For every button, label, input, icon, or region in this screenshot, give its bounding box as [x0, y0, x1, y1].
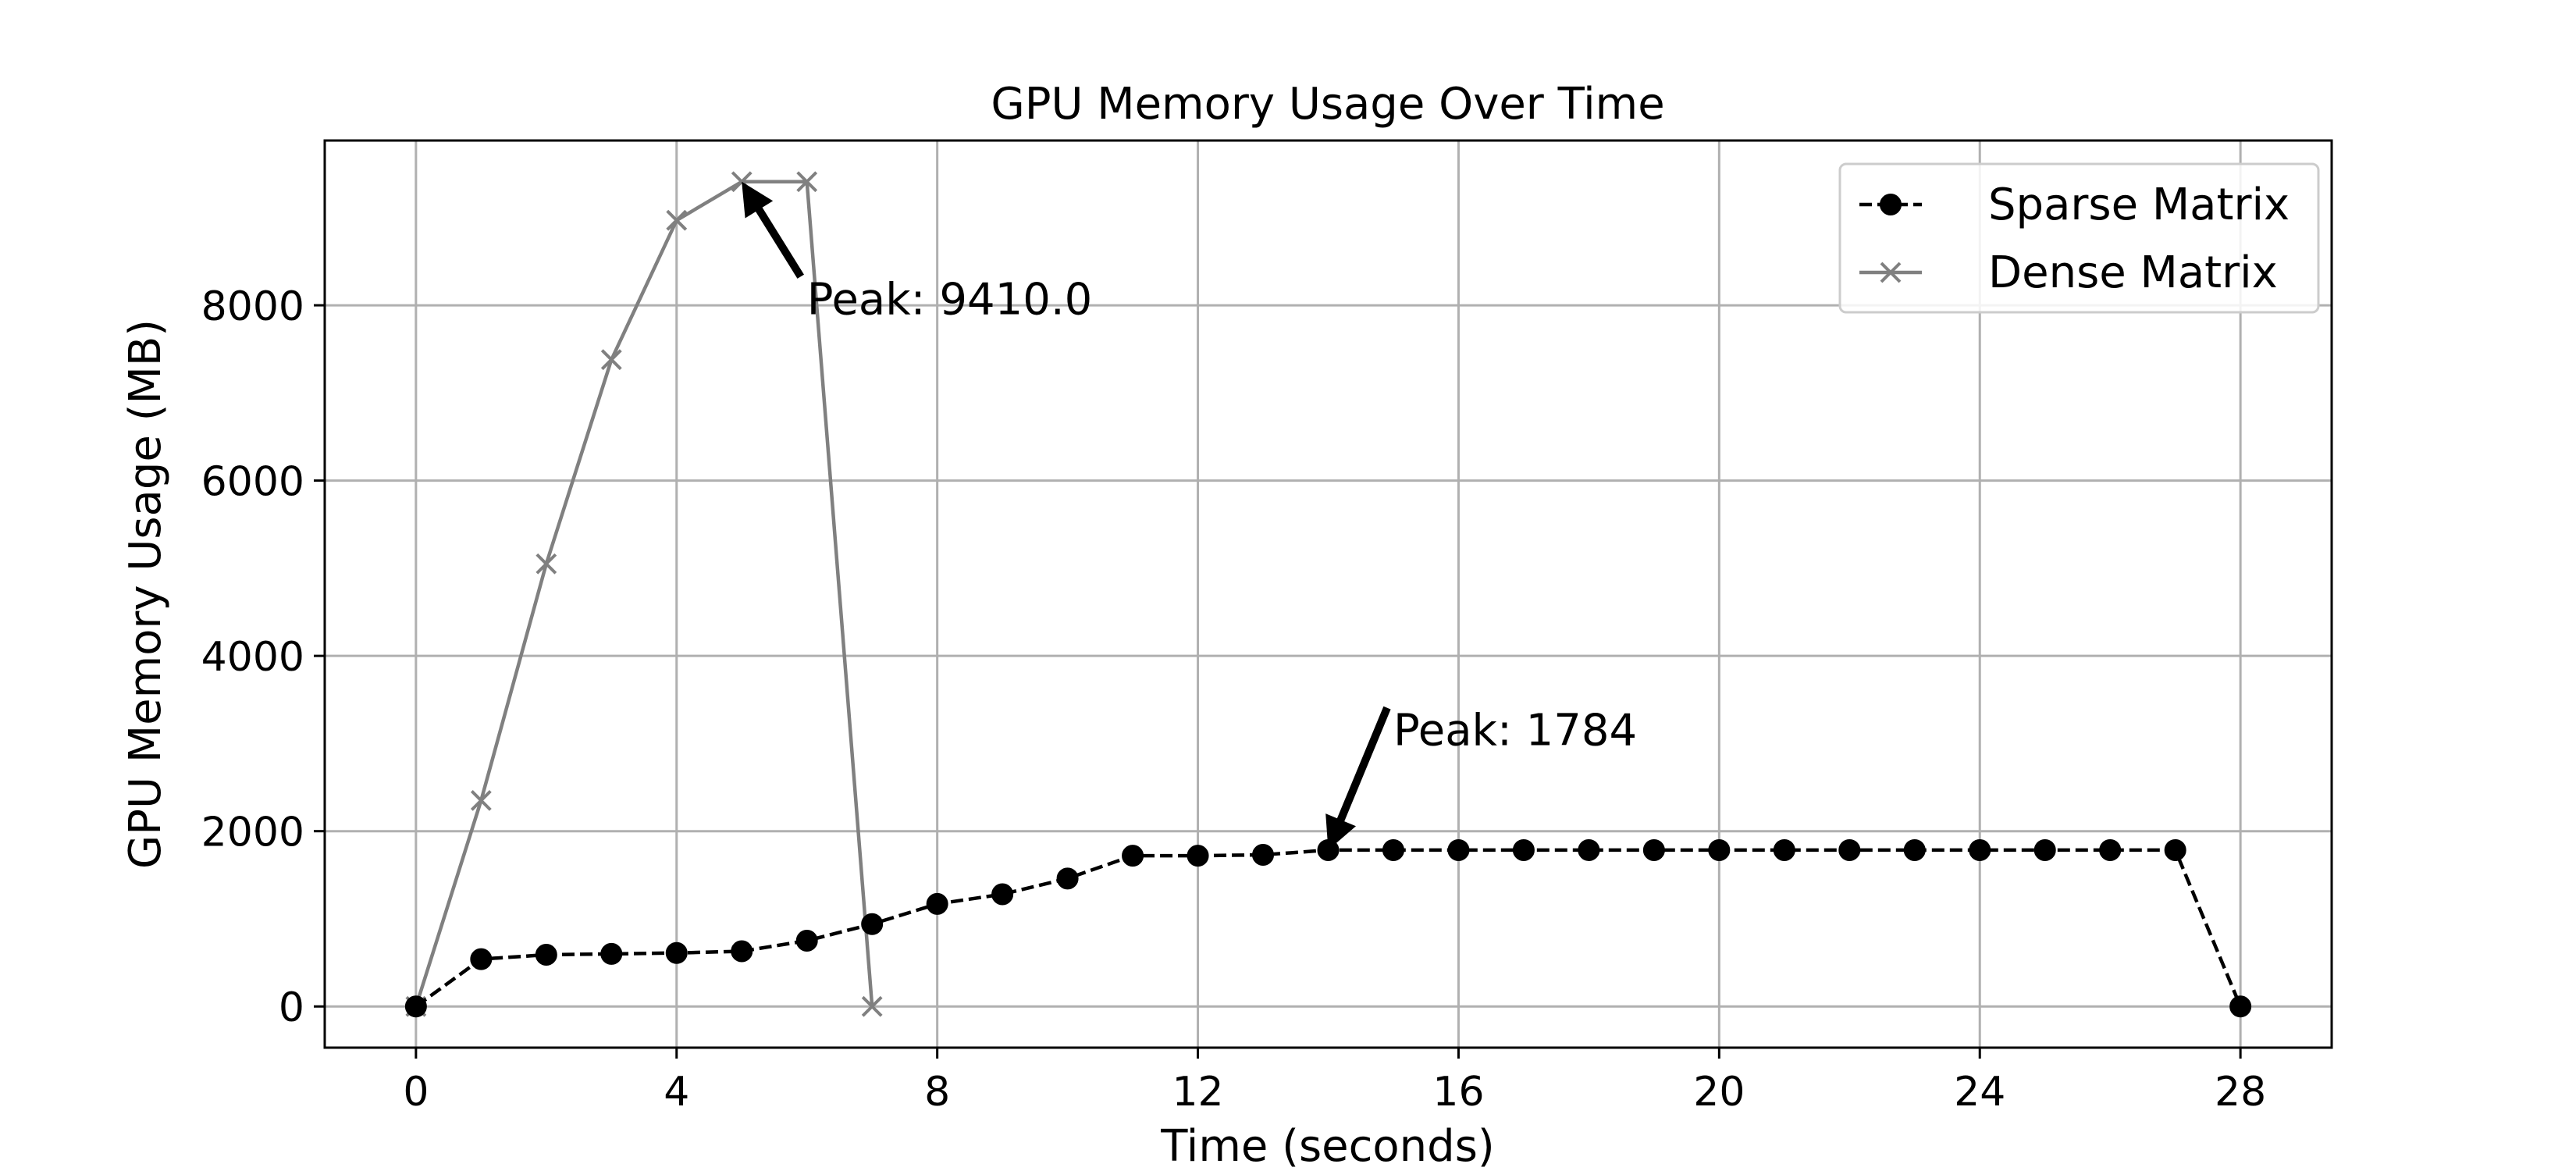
chart-title: GPU Memory Usage Over Time — [991, 79, 1664, 130]
data-point-sparse-matrix — [600, 942, 623, 965]
data-point-dense-matrix — [470, 789, 492, 811]
data-point-sparse-matrix — [1642, 838, 1665, 861]
annotations-layer: Peak: 9410.0 Peak: 1784 — [742, 181, 1637, 850]
data-point-sparse-matrix — [1773, 838, 1795, 861]
x-tick-label: 16 — [1432, 1069, 1484, 1116]
legend-box — [1838, 162, 2320, 314]
annotation-arrow — [1325, 706, 1391, 850]
y-tick-label: 6000 — [201, 459, 304, 506]
y-tick-label: 0 — [279, 984, 304, 1031]
data-point-sparse-matrix — [1252, 844, 1275, 867]
data-point-sparse-matrix — [1708, 838, 1731, 861]
data-point-sparse-matrix — [926, 892, 948, 915]
data-point-sparse-matrix — [731, 940, 753, 963]
data-point-sparse-matrix — [2033, 838, 2056, 861]
data-point-sparse-matrix — [1447, 838, 1470, 861]
data-point-sparse-matrix — [665, 941, 688, 964]
data-point-sparse-matrix — [1969, 838, 1991, 861]
data-point-sparse-matrix — [404, 995, 427, 1018]
y-tick-label: 4000 — [201, 634, 304, 681]
series-line-dense-matrix — [414, 180, 874, 1007]
annotation-1: Peak: 9410.0 — [742, 181, 1093, 325]
x-tick-label: 20 — [1693, 1069, 1745, 1116]
annotation-label: Peak: 1784 — [1393, 706, 1637, 756]
data-point-dense-matrix — [600, 349, 622, 371]
legend-label: Sparse Matrix — [1988, 180, 2290, 230]
annotation-label: Peak: 9410.0 — [807, 274, 1093, 325]
legend-item-dense-matrix: Dense Matrix — [1859, 247, 2278, 298]
data-point-dense-matrix — [796, 171, 818, 193]
y-tick-label: 2000 — [201, 810, 304, 856]
data-point-sparse-matrix — [1187, 845, 1209, 867]
data-point-sparse-matrix — [535, 943, 557, 966]
data-point-sparse-matrix — [2164, 838, 2186, 861]
data-point-sparse-matrix — [1056, 867, 1079, 890]
data-point-dense-matrix — [861, 995, 883, 1017]
x-tick-label: 28 — [2215, 1069, 2266, 1116]
data-point-sparse-matrix — [2229, 995, 2252, 1018]
y-tick-label: 8000 — [201, 283, 304, 330]
legend-marker-sparse-matrix — [1880, 194, 1902, 215]
data-point-sparse-matrix — [861, 913, 884, 935]
legend-label: Dense Matrix — [1988, 247, 2278, 298]
data-point-sparse-matrix — [1382, 838, 1404, 861]
data-point-dense-matrix — [666, 209, 688, 231]
data-point-sparse-matrix — [2099, 838, 2122, 861]
data-point-sparse-matrix — [470, 948, 493, 970]
legend-marker-dense-matrix — [1880, 262, 1902, 283]
data-point-sparse-matrix — [991, 883, 1014, 906]
ticks-layer: 0 4 8 12 16 20 24 28 0 2000 4000 6000 8000 — [201, 283, 2267, 1116]
x-tick-label: 12 — [1172, 1069, 1223, 1116]
x-tick-label: 4 — [664, 1069, 689, 1116]
annotation-arrow — [742, 181, 804, 279]
x-tick-label: 24 — [1954, 1069, 2005, 1116]
plot-frame — [323, 139, 2333, 1049]
x-tick-label: 0 — [403, 1069, 429, 1116]
legend-item-sparse-matrix: Sparse Matrix — [1859, 180, 2290, 230]
x-axis-label: Time (seconds) — [1160, 1121, 1494, 1171]
data-point-dense-matrix — [535, 553, 557, 575]
y-axis-label: GPU Memory Usage (MB) — [120, 319, 171, 869]
data-point-sparse-matrix — [795, 930, 818, 952]
data-point-sparse-matrix — [1578, 838, 1600, 861]
data-point-sparse-matrix — [1903, 838, 1926, 861]
legend: Sparse Matrix Dense Matrix — [1838, 162, 2320, 314]
data-point-sparse-matrix — [1122, 845, 1144, 867]
data-point-sparse-matrix — [1838, 838, 1861, 861]
data-point-sparse-matrix — [1512, 838, 1535, 861]
x-tick-label: 8 — [924, 1069, 950, 1116]
annotation-2: Peak: 1784 — [1325, 706, 1637, 850]
